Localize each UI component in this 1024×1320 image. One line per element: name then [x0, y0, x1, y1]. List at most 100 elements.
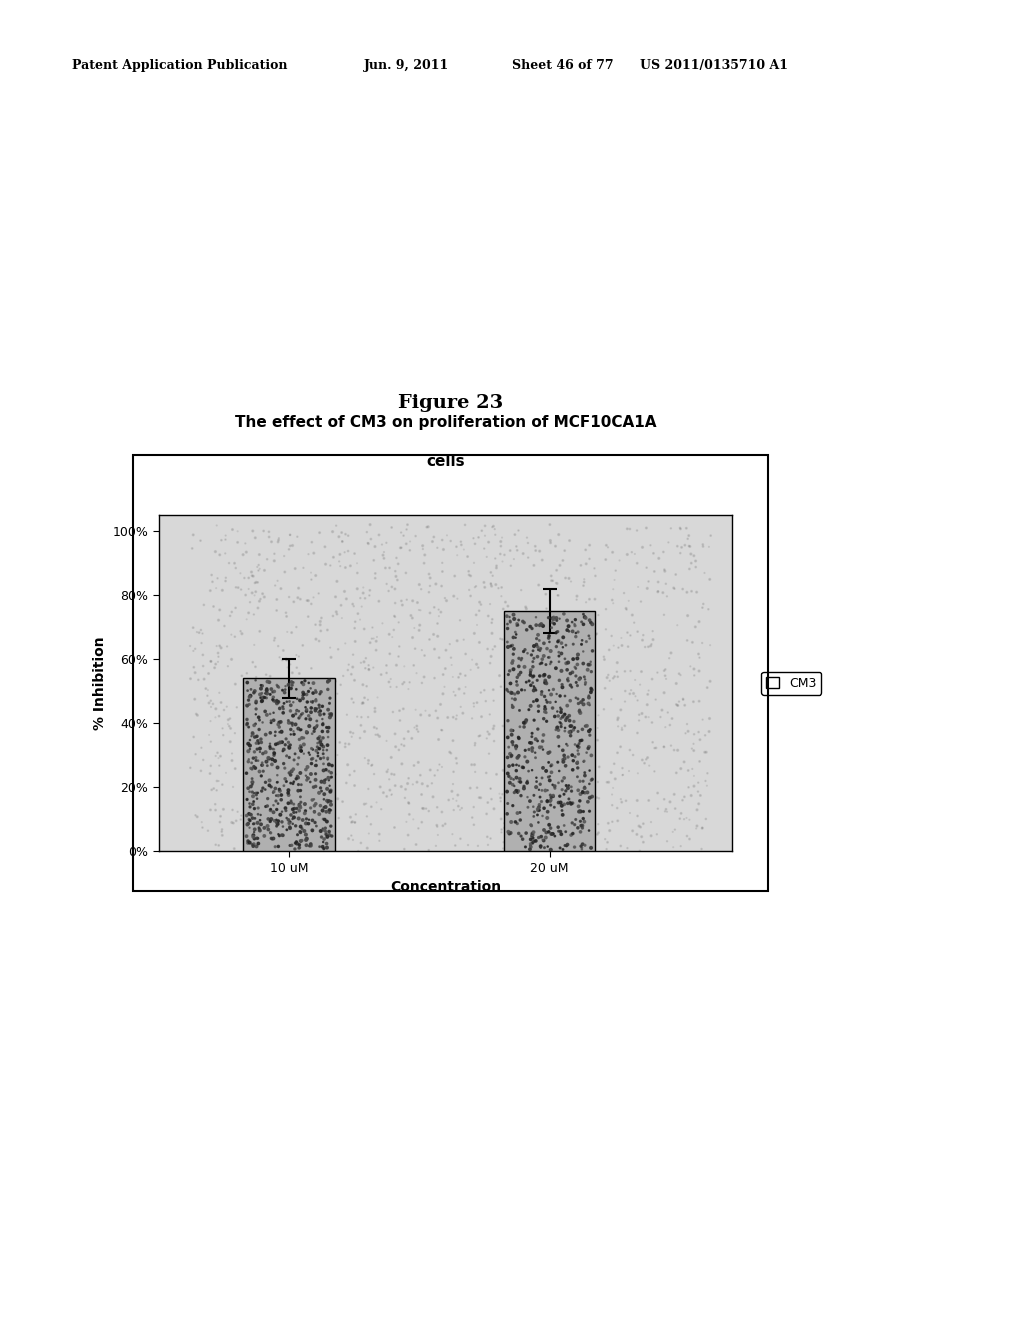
- Point: [493, 531, 509, 552]
- Point: [666, 784, 682, 805]
- Point: [354, 675, 371, 696]
- Point: [687, 557, 703, 578]
- Point: [315, 681, 332, 702]
- Point: [295, 685, 311, 706]
- Point: [387, 561, 403, 582]
- Point: [577, 777, 593, 799]
- Point: [315, 747, 332, 768]
- Point: [568, 586, 585, 607]
- Point: [412, 764, 428, 785]
- Point: [298, 829, 314, 850]
- Point: [343, 825, 359, 846]
- Point: [551, 645, 567, 667]
- Point: [482, 777, 499, 799]
- Point: [677, 694, 693, 715]
- Point: [208, 653, 224, 675]
- Point: [270, 785, 287, 807]
- Point: [264, 748, 281, 770]
- Point: [557, 780, 573, 801]
- Point: [315, 710, 332, 731]
- Point: [686, 723, 702, 744]
- Point: [213, 638, 229, 659]
- Point: [482, 573, 499, 594]
- Point: [244, 759, 260, 780]
- Point: [540, 780, 556, 801]
- Point: [258, 680, 274, 701]
- Point: [437, 587, 454, 609]
- Point: [577, 766, 593, 787]
- Point: [551, 669, 567, 690]
- Point: [283, 678, 299, 700]
- Point: [630, 622, 646, 643]
- Point: [268, 693, 285, 714]
- Point: [522, 833, 539, 854]
- Point: [582, 548, 598, 569]
- Point: [521, 653, 538, 675]
- Point: [501, 766, 517, 787]
- Point: [449, 791, 465, 812]
- Point: [543, 532, 559, 553]
- Point: [583, 686, 599, 708]
- Point: [355, 582, 372, 603]
- Point: [237, 568, 253, 589]
- Point: [630, 763, 646, 784]
- Point: [316, 829, 333, 850]
- Point: [481, 743, 498, 764]
- Point: [285, 774, 301, 795]
- Point: [637, 636, 653, 657]
- Point: [569, 644, 586, 665]
- Point: [569, 758, 586, 779]
- Point: [516, 656, 532, 677]
- Point: [316, 820, 333, 841]
- Point: [262, 733, 279, 754]
- Point: [353, 597, 370, 618]
- Point: [302, 677, 318, 698]
- Point: [323, 554, 339, 576]
- Point: [340, 754, 356, 775]
- Point: [520, 634, 537, 655]
- Point: [560, 775, 577, 796]
- Point: [683, 581, 699, 602]
- Point: [676, 809, 692, 830]
- Point: [508, 760, 524, 781]
- Point: [545, 830, 561, 851]
- Point: [290, 587, 306, 609]
- Point: [416, 667, 432, 688]
- Point: [681, 809, 697, 830]
- Point: [245, 826, 261, 847]
- Point: [548, 607, 564, 628]
- Point: [553, 702, 569, 723]
- Point: [561, 568, 578, 589]
- Point: [542, 653, 558, 675]
- Point: [323, 647, 339, 668]
- Point: [450, 589, 466, 610]
- Point: [542, 513, 558, 535]
- Point: [303, 836, 319, 857]
- Point: [535, 648, 551, 669]
- Point: [522, 814, 539, 836]
- Point: [596, 647, 612, 668]
- Point: [300, 544, 316, 565]
- Point: [473, 706, 489, 727]
- Point: [258, 751, 274, 772]
- Point: [252, 742, 268, 763]
- Point: [538, 760, 554, 781]
- Point: [273, 825, 290, 846]
- Point: [283, 804, 299, 825]
- Point: [329, 684, 345, 705]
- Point: [266, 630, 283, 651]
- Point: [620, 838, 636, 859]
- Point: [486, 636, 503, 657]
- Point: [393, 754, 410, 775]
- Point: [566, 717, 583, 738]
- Point: [614, 764, 631, 785]
- Point: [622, 739, 638, 760]
- Point: [556, 540, 572, 561]
- Point: [410, 752, 426, 774]
- Point: [332, 731, 348, 752]
- Point: [345, 722, 361, 743]
- Point: [251, 818, 267, 840]
- Point: [269, 813, 286, 834]
- Point: [566, 614, 583, 635]
- Point: [232, 579, 249, 601]
